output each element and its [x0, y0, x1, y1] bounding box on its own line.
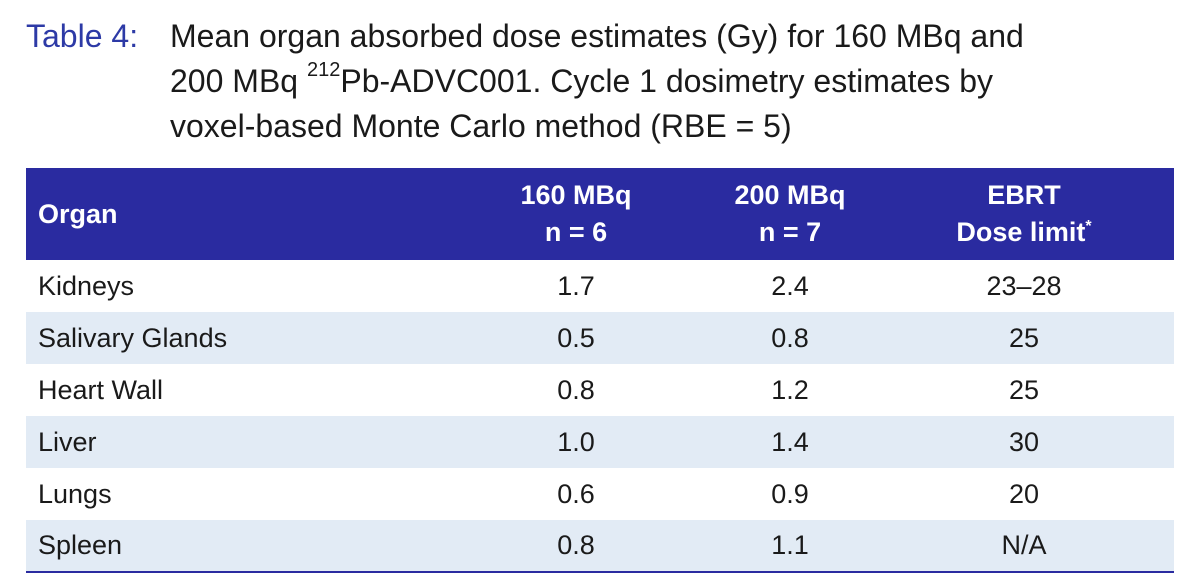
organ-cell: Heart Wall — [38, 374, 164, 405]
header-200mbq: 200 MBq n = 7 — [706, 168, 874, 260]
dose-200-cell: 0.9 — [771, 478, 809, 509]
dose-160-cell: 0.8 — [557, 374, 595, 405]
caption-line-2: 200 MBq 212Pb-ADVC001. Cycle 1 dosimetry… — [170, 59, 1160, 104]
table-row: Lungs 0.6 0.9 20 — [26, 468, 1174, 520]
dose-200-cell: 2.4 — [771, 270, 809, 301]
dose-160-cell: 0.6 — [557, 478, 595, 509]
table-row: Salivary Glands 0.5 0.8 25 — [26, 312, 1174, 364]
table-row: Heart Wall 0.8 1.2 25 — [26, 364, 1174, 416]
ebrt-limit-cell: 20 — [1008, 478, 1040, 509]
dose-table: Organ 160 MBq n = 6 200 MBq n = 7 EBRT D… — [26, 168, 1174, 573]
table-header: Organ 160 MBq n = 6 200 MBq n = 7 EBRT D… — [26, 168, 1174, 260]
ebrt-limit-cell: 23–28 — [986, 270, 1062, 301]
caption-line-2-post: Pb-ADVC001. Cycle 1 dosimetry estimates … — [340, 63, 994, 99]
header-organ: Organ — [38, 198, 118, 229]
organ-cell: Salivary Glands — [38, 322, 228, 353]
organ-cell: Lungs — [38, 478, 112, 509]
caption-line-2-pre: 200 MBq — [170, 63, 307, 99]
caption-line-1: Mean organ absorbed dose estimates (Gy) … — [170, 18, 1024, 54]
caption-label: Table 4: — [26, 18, 139, 54]
dose-160-cell: 0.5 — [557, 322, 595, 353]
ebrt-limit-cell: 30 — [1008, 426, 1040, 457]
organ-cell: Liver — [38, 426, 97, 457]
header-ebrt-line1: EBRT — [987, 180, 1061, 210]
header-ebrt-line2: Dose limit* — [874, 214, 1174, 251]
header-ebrt: EBRT Dose limit* — [874, 168, 1174, 260]
table-row: Liver 1.0 1.4 30 — [26, 416, 1174, 468]
header-ebrt-dose-limit: Dose limit — [956, 217, 1086, 247]
header-row: Organ 160 MBq n = 6 200 MBq n = 7 EBRT D… — [26, 168, 1174, 260]
table-row: Kidneys 1.7 2.4 23–28 — [26, 260, 1174, 312]
caption-line-3: voxel-based Monte Carlo method (RBE = 5) — [170, 108, 792, 144]
ebrt-limit-cell: 25 — [1008, 374, 1040, 405]
dose-160-cell: 1.0 — [557, 426, 595, 457]
header-160mbq-line1: 160 MBq — [520, 180, 632, 210]
dose-200-cell: 0.8 — [771, 322, 809, 353]
ebrt-limit-cell: 25 — [1008, 322, 1040, 353]
header-200mbq-line1: 200 MBq — [734, 180, 846, 210]
table-row: Spleen 0.8 1.1 N/A — [26, 520, 1174, 572]
dose-200-cell: 1.4 — [771, 426, 809, 457]
header-160mbq-line2: n = 6 — [544, 217, 608, 247]
dose-200-cell: 1.1 — [771, 530, 809, 560]
isotope-mass-number: 212 — [306, 59, 341, 82]
header-200mbq-line2: n = 7 — [758, 217, 822, 247]
header-160mbq: 160 MBq n = 6 — [446, 168, 706, 260]
dose-160-cell: 0.8 — [557, 530, 595, 560]
dose-200-cell: 1.2 — [771, 374, 809, 405]
caption-text: Mean organ absorbed dose estimates (Gy) … — [170, 14, 1160, 149]
footnote-marker: * — [1085, 218, 1092, 235]
table-body: Kidneys 1.7 2.4 23–28 Salivary Glands 0.… — [26, 260, 1174, 572]
ebrt-limit-cell: N/A — [1001, 530, 1047, 560]
organ-cell: Kidneys — [38, 270, 135, 301]
dose-160-cell: 1.7 — [557, 270, 595, 301]
organ-cell: Spleen — [38, 530, 123, 560]
